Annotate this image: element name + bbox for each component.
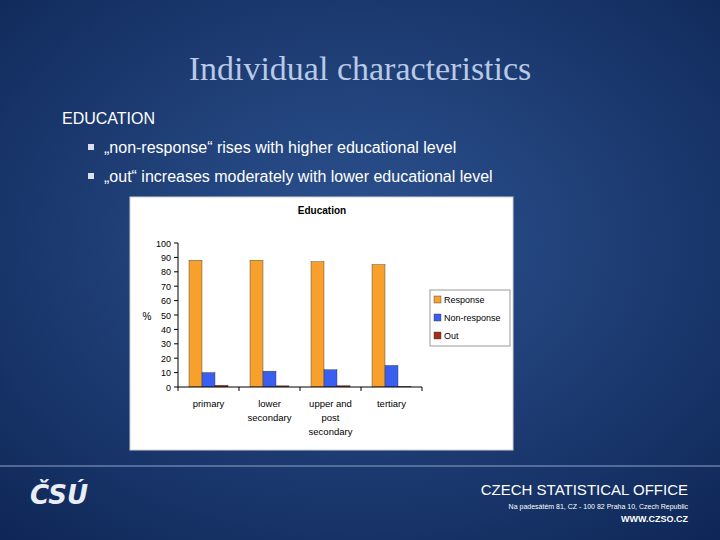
legend-label: Out (444, 331, 459, 341)
y-tick (174, 372, 178, 373)
legend-box (430, 290, 510, 346)
x-tick-label: primary (193, 398, 225, 409)
legend-key (434, 314, 441, 321)
office-web: WWW.CZSO.CZ (621, 514, 688, 524)
footer-rule (0, 466, 720, 467)
x-tick (178, 387, 179, 391)
bar (202, 373, 215, 387)
y-tick-label: 40 (161, 325, 171, 335)
y-tick-label: 30 (161, 339, 171, 349)
chart-area (130, 197, 513, 450)
legend-key (434, 332, 441, 339)
x-tick (361, 387, 362, 391)
y-tick-label: 0 (166, 383, 171, 393)
y-tick-label: 90 (161, 253, 171, 263)
bar (324, 370, 337, 387)
label-line: lower (258, 398, 281, 409)
y-tick-label: 60 (161, 296, 171, 306)
y-tick (174, 315, 178, 316)
bullet: „out“ increases moderately with lower ed… (104, 168, 493, 185)
y-tick (174, 329, 178, 330)
label-line: upper and (309, 398, 352, 409)
x-tick-label: upper and post secondary (309, 398, 353, 437)
y-tick-label: 10 (161, 368, 171, 378)
bar (311, 262, 324, 387)
y-tick (174, 286, 178, 287)
bar (263, 371, 276, 387)
slide: Individual characteristics EDUCATION „non-… (0, 0, 720, 540)
office-name: CZECH STATISTICAL OFFICE (481, 481, 688, 498)
label-line: secondary (248, 412, 292, 423)
label-line: secondary (309, 426, 353, 437)
heading: EDUCATION (62, 110, 155, 127)
legend-label: Response (444, 295, 485, 305)
y-axis (178, 243, 179, 387)
y-tick-label: 70 (161, 282, 171, 292)
x-tick-label: tertiary (377, 398, 406, 409)
label-line: primary (193, 398, 225, 409)
bar (189, 260, 202, 387)
y-tick (174, 387, 178, 388)
legend-label: Non-response (444, 313, 501, 323)
chart-title: Education (298, 205, 346, 216)
bar (385, 365, 398, 387)
y-axis-label: % (143, 311, 152, 322)
y-tick (174, 271, 178, 272)
slide-root: Individual characteristics EDUCATION „non-… (0, 0, 720, 540)
label-line: post (322, 412, 340, 423)
office-address: Na padesátém 81, CZ - 100 82 Praha 10, C… (509, 503, 689, 511)
logo: ČSÚ (30, 479, 88, 510)
bar (372, 265, 385, 387)
y-tick (174, 257, 178, 258)
legend-key (434, 296, 441, 303)
y-tick-label: 20 (161, 354, 171, 364)
label-line: tertiary (377, 398, 406, 409)
y-tick (174, 300, 178, 301)
y-tick-label: 50 (161, 311, 171, 321)
y-tick-label: 80 (161, 267, 171, 277)
y-tick (174, 243, 178, 244)
y-tick (174, 343, 178, 344)
x-tick (300, 387, 301, 391)
bar (250, 260, 263, 387)
slide-title: Individual characteristics (189, 50, 532, 87)
x-tick (422, 387, 423, 391)
bars (189, 260, 411, 387)
x-tick-label: lower secondary (248, 398, 292, 423)
y-tick-label: 100 (156, 239, 171, 249)
bullet: „non-response“ rises with higher educati… (104, 139, 456, 156)
x-tick (239, 387, 240, 391)
bullet-marker (88, 144, 94, 150)
bullet-marker (88, 173, 94, 179)
background (0, 0, 720, 540)
y-tick (174, 358, 178, 359)
